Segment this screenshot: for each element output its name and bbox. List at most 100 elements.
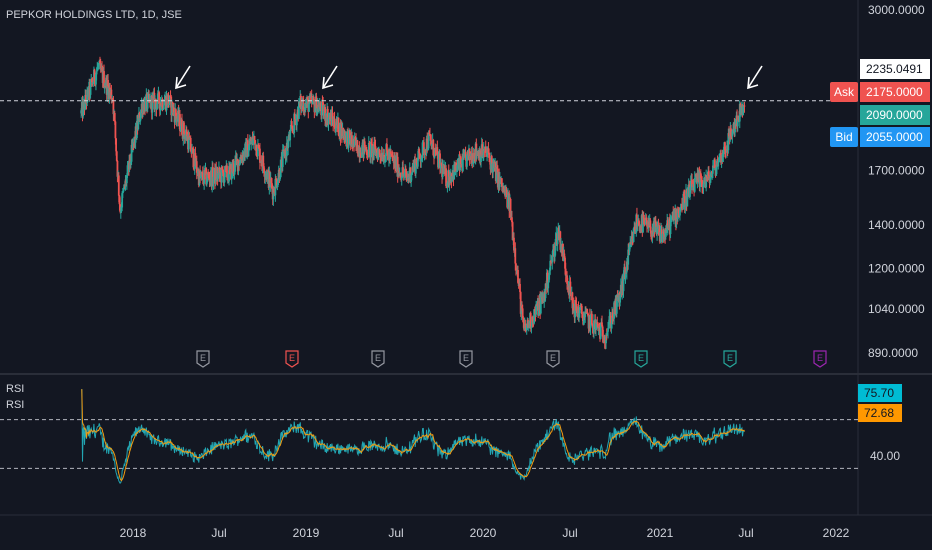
earnings-marker-icon [459,350,473,368]
candle-body [418,148,421,154]
chart-title: PEPKOR HOLDINGS LTD, 1D, JSE [6,9,182,21]
candle-body [631,236,634,239]
candle-body [257,144,259,157]
candle-body [691,185,694,191]
candle-body [409,167,412,182]
candle-body [120,207,123,211]
candle-body [139,117,142,122]
candle-body [129,154,132,164]
candle-body [237,160,240,172]
candle-body [551,256,554,263]
candle-body [683,193,685,197]
candle-body [563,253,566,258]
candle-body [432,139,435,156]
candle-body [334,127,337,132]
candle-body [118,195,121,205]
candle-body [628,246,631,252]
candle-body [185,131,188,141]
candle-body [293,113,296,133]
candle-body [731,131,734,137]
candle-body [412,163,415,170]
candle-body [650,230,652,237]
candle-body [84,95,87,110]
candle-body [420,155,423,159]
candle-body [642,217,644,233]
candle-body [104,86,107,88]
candle-body [496,166,499,169]
candle-body [740,107,743,114]
candle-body [179,129,182,132]
candle-body [271,183,273,189]
candle-body [208,178,211,182]
candle-body [511,217,513,223]
candle-body [535,304,538,315]
candle-body [308,95,311,104]
candle-body [129,161,132,164]
candle-body [599,325,602,339]
candle-body [475,143,478,156]
candle-body [530,326,533,328]
candle-body [86,89,89,103]
candle-body [684,203,687,208]
candle-body [507,195,509,208]
candle-body [198,171,201,186]
time-tick-label: Jul [562,526,577,540]
candle-body [410,172,413,176]
candle-body [375,150,378,153]
candle-body [125,175,128,184]
last-price-label: 2090.0000 [866,108,923,122]
candle-body [695,174,697,176]
candle-body [426,138,429,150]
candle-body [682,193,685,210]
candle-body [417,148,420,158]
candle-body [151,96,154,113]
candle-body [260,161,263,163]
candle-body [361,145,363,158]
candle-body [645,217,648,221]
candle-body [308,103,310,112]
candle-body [369,141,372,158]
candle-body [238,163,241,166]
candle-body [140,109,142,118]
time-axis[interactable]: 2018 Jul 2019 Jul 2020 Jul 2021 Jul 2022 [120,526,850,540]
candle-body [159,102,162,111]
earnings-marker-icon [371,350,385,368]
candle-body [433,148,436,158]
candle-body [677,209,679,220]
rsi-indicator-label[interactable]: RSI [6,383,25,395]
time-tick-label: 2022 [823,526,850,540]
candle-body [398,170,400,174]
candle-body [459,156,462,165]
candle-body [428,132,431,135]
candle-body [683,196,686,208]
candle-body [121,191,124,194]
candle-body [209,180,212,182]
candle-body [184,134,187,139]
rsi-current-value: 75.70 [864,386,894,400]
candle-body [392,156,394,158]
candle-body [734,124,736,133]
candle-body [629,241,632,247]
candle-body [397,170,400,177]
candle-body [302,102,305,113]
price-axis[interactable]: 3000.0000 1700.0000 1400.0000 1200.0000 1040… [0,0,932,516]
candle-body [451,176,454,182]
candle-body [482,155,484,157]
candle-body [583,317,586,319]
candle-body [437,154,440,168]
candle-body [187,136,190,150]
candle-body [311,99,314,104]
candle-body [495,166,498,181]
candle-body [384,161,386,163]
candle-body [487,147,490,153]
candle-body [728,133,730,137]
candle-body [322,111,325,116]
candle-body [273,188,275,193]
candle-body [556,231,559,245]
candle-body [408,176,411,178]
rsi-signal-label[interactable]: RSI [6,399,25,411]
time-tick-label: Jul [211,526,226,540]
arrow-icon [747,65,763,89]
